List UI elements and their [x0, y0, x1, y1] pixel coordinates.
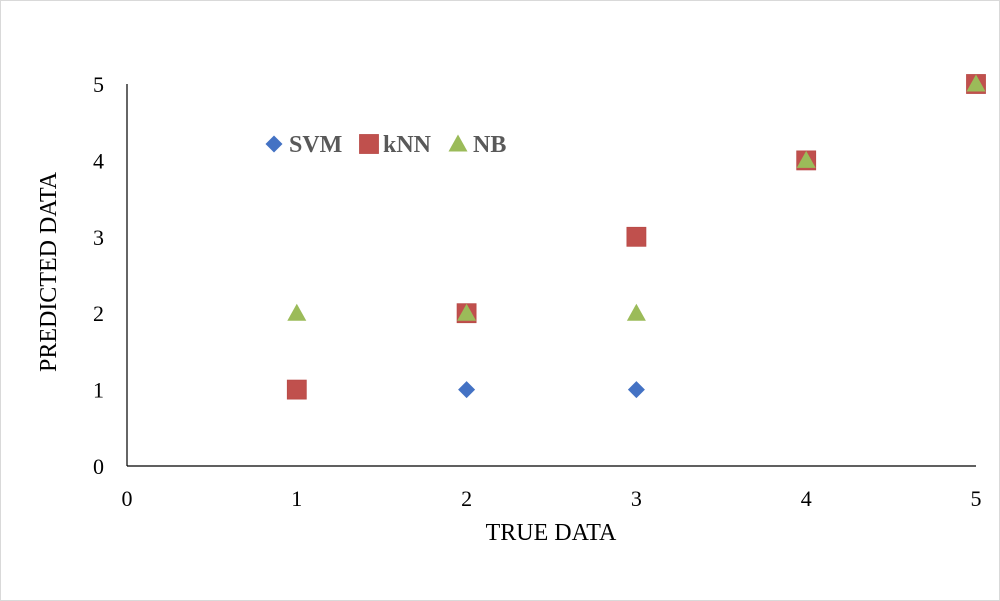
- y-tick-label: 4: [93, 148, 104, 173]
- x-tick-label: 3: [631, 486, 642, 511]
- data-point-knn: [626, 226, 647, 247]
- x-axis-title: TRUE DATA: [486, 520, 617, 546]
- data-point-nb: [796, 150, 816, 168]
- y-tick-label: 1: [93, 378, 104, 403]
- data-point-nb: [287, 303, 307, 321]
- legend-item-svm: SVM: [265, 132, 342, 158]
- y-tick-label: 2: [93, 301, 104, 326]
- x-tick-label: 5: [971, 486, 982, 511]
- legend: SVM kNN NB: [265, 132, 506, 158]
- x-tick-label: 0: [122, 486, 133, 511]
- legend-item-nb: NB: [448, 132, 506, 158]
- x-tick-label: 2: [461, 486, 472, 511]
- data-point-nb: [457, 303, 477, 321]
- legend-marker-knn: [359, 134, 379, 154]
- data-point-knn: [286, 379, 307, 400]
- series-nb: [287, 74, 986, 321]
- data-point-nb: [966, 74, 986, 92]
- legend-marker-nb: [448, 134, 468, 152]
- y-tick-labels: 0 1 2 3 4 5: [93, 72, 104, 479]
- legend-marker-svm: [265, 135, 283, 153]
- y-tick-label: 5: [93, 72, 104, 97]
- legend-label-nb: NB: [473, 132, 506, 158]
- legend-item-knn: kNN: [359, 132, 432, 158]
- y-tick-label: 3: [93, 225, 104, 250]
- axes: [126, 84, 976, 467]
- y-axis-title: PREDICTED DATA: [36, 171, 62, 372]
- data-points: [286, 74, 986, 400]
- x-tick-label: 4: [801, 486, 812, 511]
- legend-label-svm: SVM: [289, 132, 342, 158]
- legend-label-knn: kNN: [383, 132, 432, 158]
- x-tick-label: 1: [291, 486, 302, 511]
- x-tick-labels: 0 1 2 3 4 5: [122, 486, 982, 511]
- series-knn: [286, 74, 986, 400]
- data-point-svm: [458, 381, 476, 399]
- data-point-nb: [626, 303, 646, 321]
- y-tick-label: 0: [93, 454, 104, 479]
- data-point-svm: [627, 381, 645, 399]
